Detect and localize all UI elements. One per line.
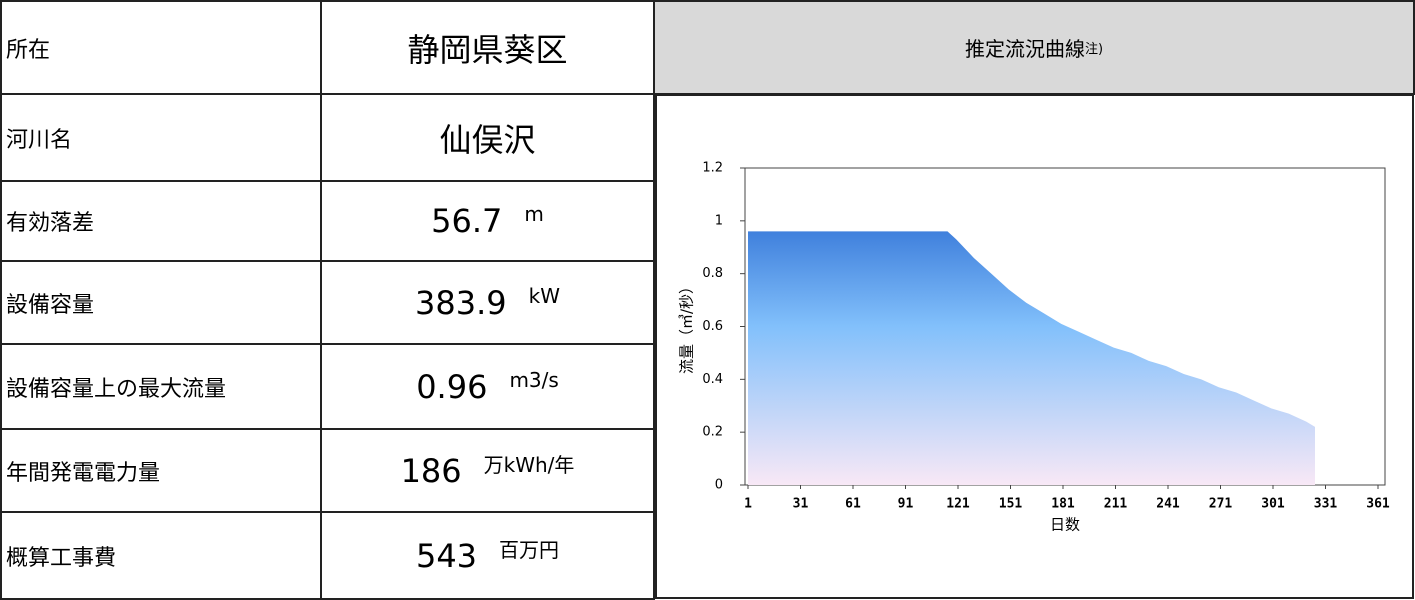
- row-value: 186 万kWh/年: [322, 430, 655, 513]
- row-label: 河川名: [0, 95, 322, 182]
- label-text: 設備容量: [6, 292, 95, 318]
- y-tick-label: 0.2: [702, 425, 723, 440]
- label-text: 河川名: [6, 127, 73, 153]
- unit-text: kW: [528, 283, 560, 308]
- y-tick-label: 0: [715, 478, 723, 493]
- value-text: 静岡県葵区: [407, 30, 568, 69]
- y-tick-label: 1.2: [702, 161, 723, 176]
- x-tick-label: 301: [1261, 497, 1285, 512]
- value-text: 56.7: [431, 202, 503, 240]
- value-text: 543: [415, 536, 478, 575]
- x-axis-label: 日数: [1050, 516, 1080, 534]
- value-text: 0.96: [416, 367, 488, 406]
- unit-text: 百万円: [499, 538, 560, 562]
- chart-title: 推定流況曲線: [964, 37, 1085, 61]
- x-tick-label: 181: [1051, 497, 1075, 512]
- row-label: 設備容量上の最大流量: [0, 345, 322, 430]
- label-text: 有効落差: [6, 211, 95, 236]
- y-tick-label: 0.8: [702, 266, 723, 281]
- x-tick-label: 241: [1156, 497, 1180, 512]
- y-axis-label: 流量（㎥/秒）: [678, 279, 696, 374]
- unit-text: m3/s: [509, 367, 559, 392]
- row-label: 概算工事費: [0, 513, 322, 600]
- x-tick-label: 91: [898, 497, 914, 512]
- y-tick-label: 0.6: [702, 319, 723, 334]
- label-text: 所在: [6, 37, 51, 63]
- row-value: 静岡県葵区: [322, 0, 655, 95]
- x-tick-label: 361: [1366, 497, 1390, 512]
- x-tick-label: 331: [1314, 497, 1338, 512]
- row-label: 有効落差: [0, 182, 322, 262]
- value-text: 仙俣沢: [439, 120, 536, 159]
- chart-header: 推定流況曲線 注): [655, 0, 1415, 95]
- y-tick-label: 1: [715, 213, 723, 228]
- x-tick-label: 121: [946, 497, 970, 512]
- row-value: 56.7 m: [322, 182, 655, 262]
- row-value: 0.96 m3/s: [322, 345, 655, 430]
- chart: 0 0.2 0.4 0.6 0.8 1 1.2 1 31 61 91 121 151 181 211 241 2…: [655, 95, 1414, 599]
- title-note: 注): [1084, 42, 1104, 57]
- value-text: 186: [400, 451, 462, 490]
- unit-text: m: [524, 202, 544, 226]
- area: [748, 231, 1315, 485]
- row-label: 所在: [0, 0, 322, 95]
- value-text: 383.9: [415, 283, 507, 322]
- label-text: 設備容量上の最大流量: [6, 376, 227, 402]
- row-label: 年間発電電力量: [0, 430, 322, 513]
- label-text: 概算工事費: [6, 545, 117, 571]
- x-tick-label: 1: [744, 497, 752, 512]
- row-value: 仙俣沢: [322, 95, 655, 182]
- row-label: 設備容量: [0, 262, 322, 345]
- x-tick-label: 61: [845, 497, 861, 512]
- label-text: 年間発電電力量: [6, 460, 161, 486]
- x-tick-label: 271: [1209, 497, 1233, 512]
- unit-text: 万kWh/年: [483, 453, 575, 477]
- chart-border: [655, 95, 1414, 599]
- row-value: 383.9 kW: [322, 262, 655, 345]
- y-tick-label: 0.4: [702, 372, 723, 387]
- x-tick-label: 31: [793, 497, 809, 512]
- x-tick-label: 151: [999, 497, 1023, 512]
- x-tick-label: 211: [1104, 497, 1128, 512]
- row-value: 543 百万円: [322, 513, 655, 600]
